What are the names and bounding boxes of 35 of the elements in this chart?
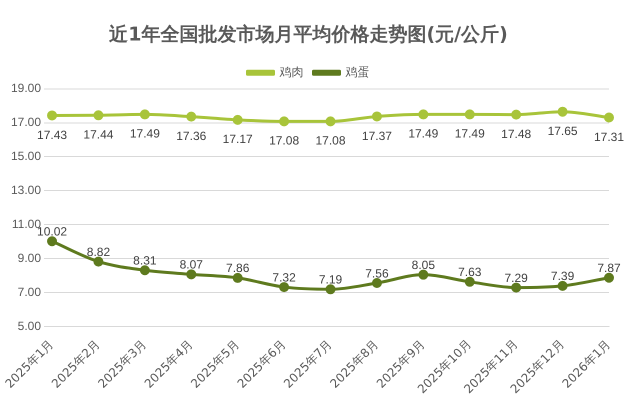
data-label: 17.17	[222, 132, 254, 146]
data-label: 8.05	[412, 258, 436, 272]
data-label: 7.86	[226, 261, 250, 276]
y-tick-label: 9.00	[18, 250, 42, 265]
data-label: 7.87	[597, 261, 621, 276]
y-tick-label: 15.00	[11, 149, 42, 164]
data-label: 17.08	[269, 134, 300, 148]
y-tick-label: 17.00	[11, 115, 42, 130]
data-label: 7.56	[365, 266, 389, 280]
data-label: 7.19	[318, 272, 343, 287]
legend-label: 鸡蛋	[344, 64, 370, 79]
data-label: 7.39	[550, 269, 575, 284]
data-label: 7.32	[272, 270, 296, 284]
data-label: 17.36	[176, 128, 207, 143]
data-label: 17.31	[594, 130, 624, 144]
data-label: 8.07	[180, 258, 204, 272]
y-tick-label: 7.00	[18, 284, 42, 299]
y-tick-label: 5.00	[18, 318, 42, 333]
data-label: 7.29	[504, 270, 528, 285]
data-label: 8.31	[133, 254, 157, 268]
data-label: 17.49	[454, 126, 486, 141]
legend-label: 鸡肉	[278, 64, 304, 79]
data-label: 17.49	[408, 126, 439, 141]
data-label: 8.82	[86, 244, 110, 259]
data-label: 7.63	[458, 265, 482, 280]
data-label: 17.44	[83, 128, 114, 142]
data-label: 17.48	[501, 126, 532, 141]
y-tick-label: 13.00	[11, 182, 42, 197]
data-label: 17.43	[37, 128, 68, 142]
data-label: 17.65	[548, 124, 578, 138]
data-label: 17.37	[362, 128, 392, 143]
chart-title: 近1年全国批发市场月平均价格走势图(元/公斤)	[108, 23, 508, 46]
y-tick-label: 19.00	[11, 81, 42, 96]
data-label: 17.49	[130, 126, 160, 141]
data-label: 17.08	[316, 134, 346, 148]
